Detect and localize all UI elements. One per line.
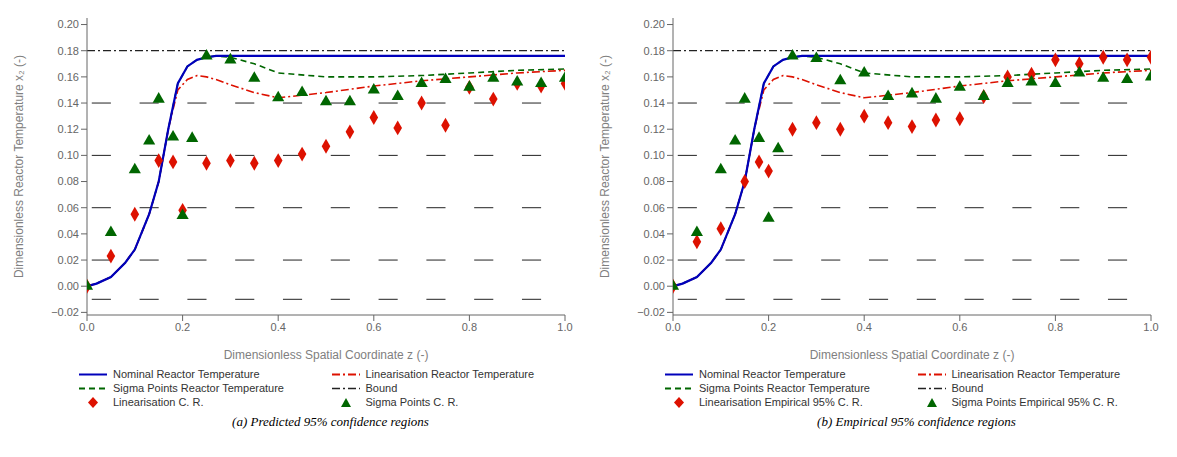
svg-text:0.20: 0.20: [58, 18, 79, 30]
svg-text:0.4: 0.4: [857, 321, 872, 333]
svg-text:0.0: 0.0: [665, 321, 680, 333]
svg-text:0.8: 0.8: [462, 321, 477, 333]
html-text:Nominal Reactor Temperature: Nominal Reactor Temperature: [113, 368, 260, 380]
html-text:Linearisation Reactor Temperat: Linearisation Reactor Temperature: [365, 368, 535, 380]
svg-text:0.02: 0.02: [58, 254, 79, 266]
html-text:Linearisation Reactor Temperat: Linearisation Reactor Temperature: [951, 368, 1121, 380]
svg-text:0.0: 0.0: [79, 321, 94, 333]
html-text:(a) Predicted 95% confidence r: (a) Predicted 95% confidence regions: [232, 414, 429, 429]
html-text:Sigma Points C. R.: Sigma Points C. R.: [365, 396, 459, 408]
svg-text:0.6: 0.6: [366, 321, 381, 333]
html-text:Sigma Points Reactor Temperatu: Sigma Points Reactor Temperature: [113, 382, 284, 394]
svg-text:1.0: 1.0: [557, 321, 572, 333]
svg-text:0.14: 0.14: [644, 97, 665, 109]
svg-text:0.04: 0.04: [58, 228, 79, 240]
html-text:Bound: Bound: [951, 382, 984, 394]
svg-text:0.06: 0.06: [644, 202, 665, 214]
svg-text:0.10: 0.10: [644, 149, 665, 161]
svg-text:0.2: 0.2: [175, 321, 190, 333]
svg-text:−0.02: −0.02: [637, 306, 665, 318]
svg-text:Dimensionless Reactor Temperat: Dimensionless Reactor Temperature x₂ (-): [598, 55, 612, 278]
html-text:Linearisation Empirical 95% C.: Linearisation Empirical 95% C. R.: [699, 396, 863, 408]
svg-text:0.2: 0.2: [761, 321, 776, 333]
svg-text:0.8: 0.8: [1048, 321, 1063, 333]
svg-text:0.04: 0.04: [644, 228, 665, 240]
svg-text:0.20: 0.20: [644, 18, 665, 30]
svg-text:0.08: 0.08: [58, 175, 79, 187]
svg-text:0.06: 0.06: [58, 202, 79, 214]
svg-text:1.0: 1.0: [1143, 321, 1158, 333]
svg-text:Dimensionless Reactor Temperat: Dimensionless Reactor Temperature x₂ (-): [12, 55, 26, 278]
svg-text:0.12: 0.12: [644, 123, 665, 135]
svg-text:0.16: 0.16: [644, 71, 665, 83]
svg-text:Dimensionless Spatial Coordina: Dimensionless Spatial Coordinate z (-): [224, 348, 429, 362]
html-text:Linearisation C. R.: Linearisation C. R.: [113, 396, 204, 408]
svg-text:0.4: 0.4: [271, 321, 286, 333]
html-text:Sigma Points Empirical 95% C.: Sigma Points Empirical 95% C. R.: [951, 396, 1118, 408]
svg-text:0.6: 0.6: [952, 321, 967, 333]
html-text:Bound: Bound: [365, 382, 398, 394]
html-text:Nominal Reactor Temperature: Nominal Reactor Temperature: [699, 368, 846, 380]
html-text:Sigma Points Reactor Temperatu: Sigma Points Reactor Temperature: [699, 382, 870, 394]
svg-text:0.18: 0.18: [58, 45, 79, 57]
svg-text:0.16: 0.16: [58, 71, 79, 83]
svg-text:Dimensionless Spatial Coordina: Dimensionless Spatial Coordinate z (-): [810, 348, 1015, 362]
svg-text:0.12: 0.12: [58, 123, 79, 135]
svg-text:0.14: 0.14: [58, 97, 79, 109]
svg-text:−0.02: −0.02: [51, 306, 79, 318]
svg-text:0.00: 0.00: [58, 280, 79, 292]
svg-text:0.00: 0.00: [644, 280, 665, 292]
svg-text:0.18: 0.18: [644, 45, 665, 57]
svg-text:0.10: 0.10: [58, 149, 79, 161]
svg-text:0.02: 0.02: [644, 254, 665, 266]
svg-text:0.08: 0.08: [644, 175, 665, 187]
html-text:(b) Empirical 95% confidence r: (b) Empirical 95% confidence regions: [817, 414, 1016, 429]
